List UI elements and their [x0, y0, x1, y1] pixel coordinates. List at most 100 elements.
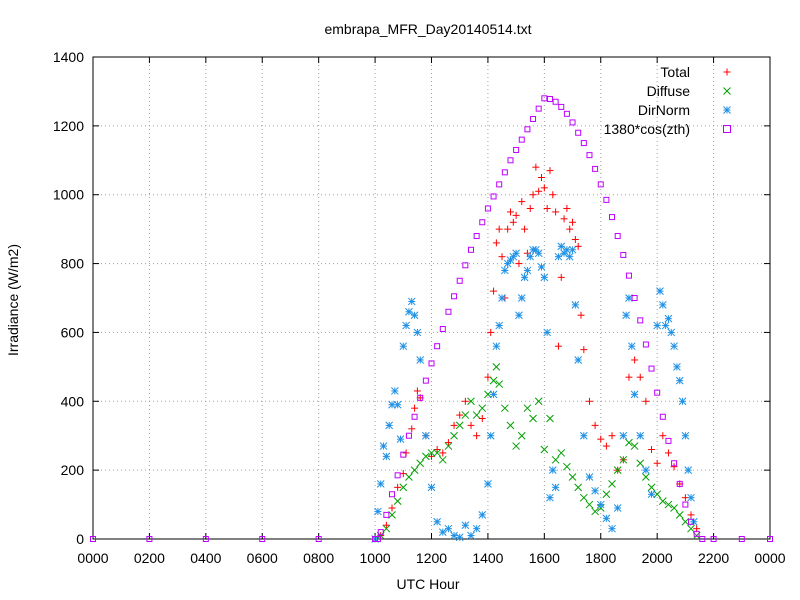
data-point: [664, 314, 673, 323]
data-point: [558, 103, 565, 110]
data-point: [653, 459, 661, 467]
data-point: [602, 490, 611, 499]
data-point: [552, 98, 559, 105]
data-point: [659, 432, 667, 440]
data-point: [613, 504, 622, 512]
data-point: [433, 449, 441, 457]
data-point: [451, 293, 458, 300]
y-tick-label: 600: [61, 324, 85, 340]
data-point: [444, 442, 453, 450]
y-tick-label: 200: [61, 462, 85, 478]
x-tick-label: 0000: [754, 550, 785, 566]
data-point: [382, 521, 390, 529]
data-point: [597, 435, 605, 443]
data-point: [540, 184, 548, 192]
data-point: [540, 445, 549, 454]
x-tick-label: 1400: [472, 550, 503, 566]
data-point: [568, 473, 577, 481]
data-point: [509, 218, 517, 226]
data-point: [653, 321, 662, 330]
data-point: [678, 397, 687, 406]
data-point: [422, 377, 429, 384]
data-point: [670, 504, 678, 512]
data-point: [456, 277, 463, 284]
data-point: [569, 218, 577, 226]
data-point: [513, 146, 520, 153]
legend-marker: [723, 106, 731, 114]
data-point: [385, 421, 394, 430]
data-point: [461, 521, 470, 530]
data-point: [664, 449, 672, 457]
data-point: [473, 233, 480, 240]
data-point: [614, 233, 621, 240]
data-point: [609, 214, 616, 221]
data-point: [444, 524, 453, 533]
data-point: [498, 294, 506, 302]
data-point: [687, 493, 695, 502]
data-point: [554, 342, 562, 350]
data-point: [374, 536, 381, 542]
data-point: [496, 181, 503, 188]
data-point: [374, 507, 382, 516]
data-point: [675, 376, 684, 385]
legend-marker: [723, 125, 731, 133]
data-point: [467, 531, 475, 540]
data-point: [579, 493, 588, 502]
data-point: [518, 198, 526, 206]
data-point: [625, 438, 633, 447]
data-point: [565, 252, 574, 261]
data-point: [557, 273, 565, 281]
data-point: [495, 380, 504, 388]
data-point: [673, 363, 681, 371]
data-point: [608, 432, 616, 440]
data-point: [543, 204, 551, 212]
data-point: [382, 452, 391, 461]
data-point: [490, 287, 498, 295]
data-point: [625, 272, 632, 279]
data-point: [390, 387, 399, 395]
data-point: [523, 266, 532, 275]
data-point: [405, 432, 412, 439]
data-point: [461, 411, 470, 419]
data-point: [472, 524, 481, 533]
data-point: [631, 356, 639, 364]
data-point: [394, 483, 402, 491]
data-point: [627, 342, 636, 351]
data-point: [571, 235, 579, 243]
data-point: [407, 297, 416, 306]
data-point: [90, 536, 96, 542]
data-point: [507, 157, 514, 164]
data-point: [495, 225, 503, 233]
data-point: [548, 466, 557, 474]
data-point: [636, 373, 644, 381]
data-point: [388, 504, 396, 512]
data-point: [664, 500, 673, 509]
data-point: [444, 439, 452, 447]
data-point: [642, 397, 650, 405]
data-point: [382, 524, 391, 533]
data-point: [506, 208, 514, 216]
x-tick-label: 0800: [303, 550, 334, 566]
data-point: [656, 287, 664, 295]
x-tick-label: 0400: [190, 550, 221, 566]
data-point: [501, 169, 508, 176]
data-point: [523, 404, 532, 413]
data-point: [597, 181, 604, 188]
data-point: [512, 249, 520, 258]
data-point: [422, 431, 430, 440]
data-point: [676, 480, 683, 487]
x-tick-label: 0200: [134, 550, 165, 566]
data-point: [259, 536, 266, 542]
data-point: [396, 435, 405, 444]
data-point: [492, 342, 501, 351]
data-point: [541, 95, 548, 102]
data-point: [433, 517, 441, 526]
data-point: [546, 493, 554, 502]
data-point: [492, 363, 501, 371]
data-point: [376, 480, 385, 488]
data-point: [654, 389, 661, 396]
data-point: [473, 432, 481, 440]
data-point: [489, 390, 498, 399]
data-point: [413, 387, 421, 395]
